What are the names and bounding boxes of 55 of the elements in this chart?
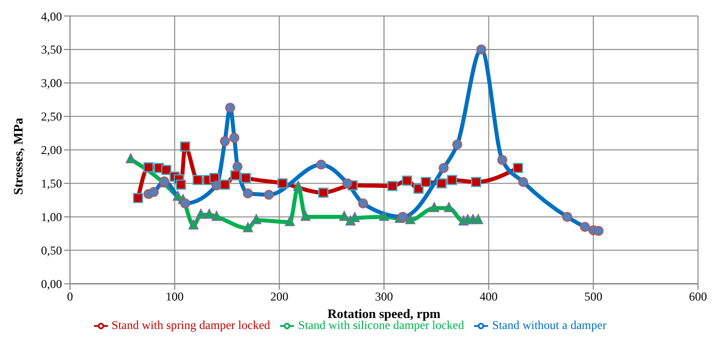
- x-tick-label: 400: [480, 289, 498, 304]
- x-tick-label: 500: [584, 289, 602, 304]
- point: [300, 210, 310, 221]
- x-tick-label: 200: [270, 289, 288, 304]
- point: [446, 174, 458, 186]
- point: [429, 202, 440, 212]
- point: [242, 222, 253, 232]
- y-tick-label: 4,00: [41, 9, 62, 24]
- point: [420, 176, 431, 188]
- y-tick-label: 3,00: [41, 76, 62, 90]
- point: [212, 210, 222, 221]
- point: [512, 162, 524, 174]
- point: [220, 180, 230, 190]
- point: [436, 178, 447, 188]
- y-tick-label: 2,00: [41, 143, 62, 158]
- y-tick-label: 0,50: [41, 244, 62, 258]
- point: [230, 170, 240, 180]
- point: [379, 210, 389, 221]
- point: [318, 188, 328, 198]
- point: [251, 214, 262, 224]
- legend-label: Stand without a damper: [492, 318, 606, 332]
- point: [204, 208, 214, 219]
- y-axis-title: Stresses, MPa: [10, 117, 26, 195]
- point: [413, 184, 424, 194]
- point: [405, 214, 416, 224]
- legend-label: Stand with spring damper locked: [112, 318, 270, 332]
- point: [277, 178, 288, 188]
- point: [188, 220, 199, 230]
- point: [240, 172, 251, 184]
- x-tick-label: 600: [689, 289, 707, 304]
- point: [196, 208, 206, 219]
- point: [402, 176, 412, 186]
- point: [339, 210, 350, 221]
- point: [471, 176, 482, 188]
- point: [444, 202, 454, 212]
- point: [126, 153, 136, 164]
- y-tick-label: 1,00: [41, 210, 62, 224]
- x-tick-label: 0: [67, 289, 73, 304]
- point: [473, 214, 484, 224]
- point: [293, 180, 304, 191]
- x-tick-label: 300: [375, 289, 393, 304]
- x-tick-label: 100: [166, 289, 184, 304]
- point: [176, 180, 186, 190]
- y-tick-label: 3,50: [41, 42, 62, 57]
- point: [192, 174, 203, 186]
- point: [143, 162, 154, 172]
- y-tick-label: 2,50: [41, 110, 62, 124]
- point: [180, 141, 190, 152]
- y-tick-label: 0,00: [41, 277, 62, 292]
- point: [132, 192, 144, 204]
- point: [284, 216, 295, 226]
- y-tick-label: 1,50: [41, 176, 62, 191]
- point: [161, 164, 172, 176]
- point: [387, 180, 398, 192]
- point: [350, 212, 360, 222]
